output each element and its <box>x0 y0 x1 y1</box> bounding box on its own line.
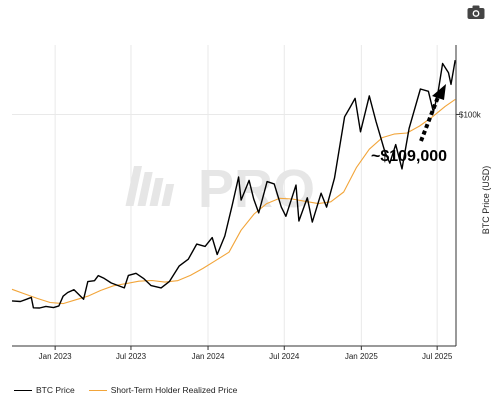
btc-price-chart: PRO Jan 2023 Jul 2023 Jan 2024 Jul 2024 Jan … <box>11 45 491 361</box>
legend-label-sth: Short-Term Holder Realized Price <box>110 385 238 395</box>
legend-swatch-sth <box>88 389 107 391</box>
watermark-text: PRO <box>198 159 315 219</box>
annotation-arrow-line <box>419 96 440 142</box>
legend: BTC Price Short-Term Holder Realized Pri… <box>14 383 251 397</box>
x-tick-label: Jul 2023 <box>116 352 147 361</box>
y-ticks: $100k <box>456 110 482 119</box>
x-tick-label: Jul 2025 <box>422 352 453 361</box>
camera-icon[interactable] <box>466 4 486 20</box>
grid-lines <box>12 45 456 346</box>
legend-label-btc: BTC Price <box>36 385 75 395</box>
x-tick-label: Jan 2025 <box>345 352 378 361</box>
watermark: PRO <box>125 159 315 219</box>
x-ticks: Jan 2023 Jul 2023 Jan 2024 Jul 2024 Jan 2025… <box>39 346 453 361</box>
legend-item-sth-realized-price[interactable]: Short-Term Holder Realized Price <box>88 385 238 395</box>
y-tick-label: $100k <box>459 110 482 119</box>
annotation-label: ~$109,000 <box>371 148 447 165</box>
sth-realized-price-line[interactable] <box>11 98 456 305</box>
legend-item-btc-price[interactable]: BTC Price <box>14 385 75 395</box>
annotation: ~$109,000 <box>371 84 447 165</box>
legend-swatch-btc <box>14 389 32 391</box>
x-tick-label: Jan 2024 <box>192 352 225 361</box>
logo-mark-icon <box>125 166 175 206</box>
axes <box>12 45 457 347</box>
btc-price-line[interactable] <box>11 59 456 309</box>
x-tick-label: Jan 2023 <box>39 352 72 361</box>
y-axis-label: BTC Price (USD) <box>481 166 491 235</box>
annotation-arrowhead <box>432 84 446 100</box>
x-tick-label: Jul 2024 <box>269 352 300 361</box>
series <box>11 59 456 309</box>
